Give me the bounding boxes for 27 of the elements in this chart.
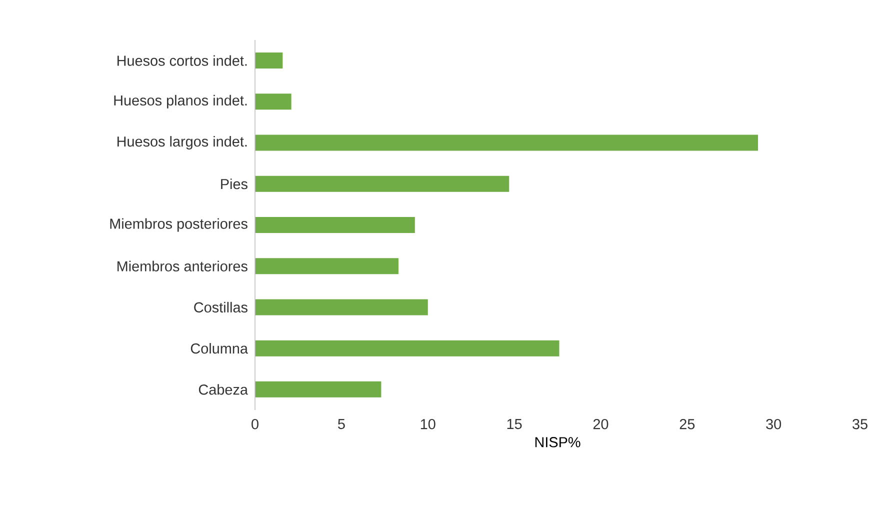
bar [255, 258, 398, 274]
bar [255, 94, 292, 110]
x-tick-label: 20 [593, 418, 608, 430]
y-tick-label: Pies [221, 178, 248, 190]
y-tick-label: Costillas [194, 302, 248, 313]
bar [255, 216, 415, 233]
bar [255, 299, 428, 316]
x-tick-label: 10 [420, 418, 436, 430]
y-tick-label: Columna [190, 343, 248, 354]
bar [255, 134, 758, 151]
bar [255, 340, 560, 356]
bar [255, 176, 510, 192]
y-tick-label: Miembros anteriores [118, 260, 248, 272]
x-axis-title: NISP% [535, 437, 580, 448]
x-tick-label: 30 [766, 418, 782, 430]
y-tick-label: Huesos cortos indet. [118, 55, 247, 66]
y-tick-label: Huesos planos indet. [114, 94, 247, 108]
bar [255, 52, 283, 69]
x-tick-label: 15 [507, 419, 522, 430]
y-tick-label: Miembros posteriores [110, 218, 248, 232]
x-tick-label: 5 [338, 419, 345, 430]
bar [255, 381, 382, 398]
x-tick-label: 0 [252, 418, 258, 430]
x-tick-label: 25 [680, 418, 695, 430]
y-tick-label: Huesos largos indet. [117, 136, 247, 150]
x-tick-label: 35 [852, 418, 868, 430]
y-tick-label: Cabeza [198, 384, 248, 395]
